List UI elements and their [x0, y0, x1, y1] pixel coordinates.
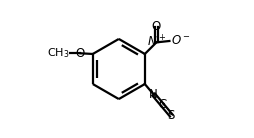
- Text: S: S: [167, 109, 175, 122]
- Text: $O^-$: $O^-$: [171, 34, 190, 47]
- Text: O: O: [76, 47, 85, 60]
- Text: C: C: [158, 98, 167, 112]
- Text: O: O: [152, 20, 161, 33]
- Text: CH$_3$: CH$_3$: [47, 46, 70, 60]
- Text: $N^+$: $N^+$: [147, 35, 166, 50]
- Text: N: N: [149, 88, 158, 101]
